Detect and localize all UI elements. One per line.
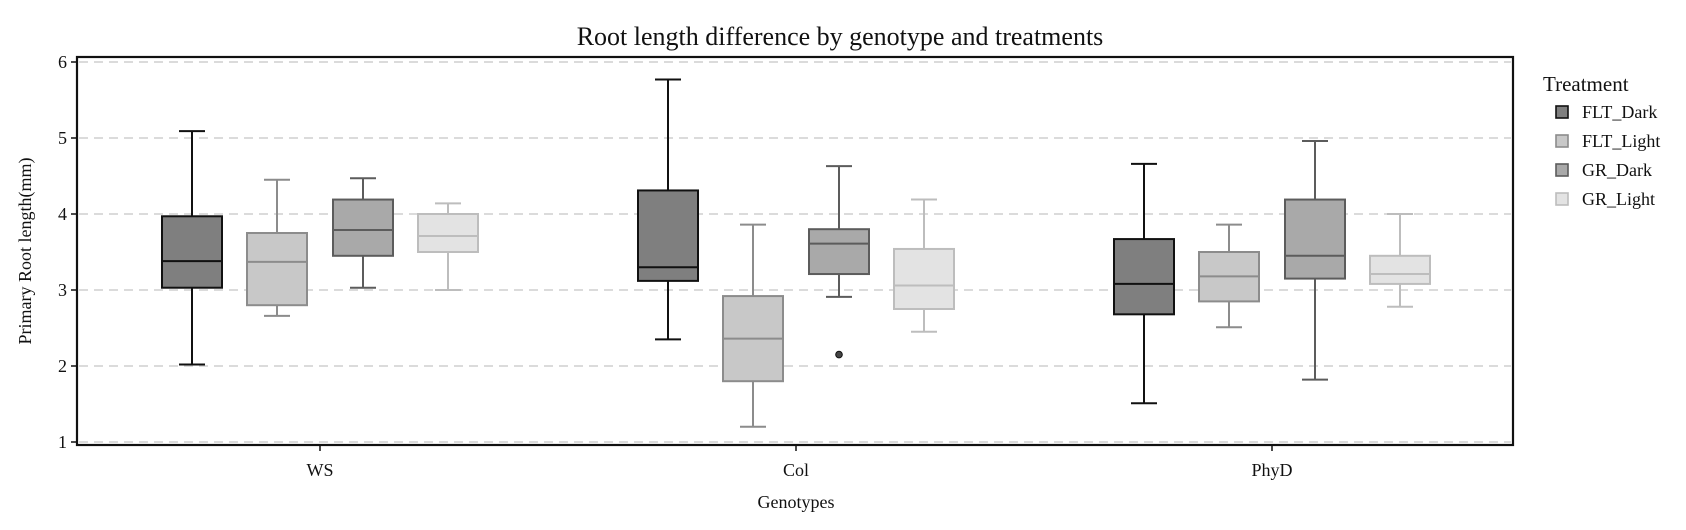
y-tick-label: 1 <box>58 432 67 452</box>
box-iqr <box>893 247 955 311</box>
y-tick-label: 2 <box>58 356 67 376</box>
legend: Treatment FLT_Dark FLT_Light GR_Dark GR_Lig… <box>1543 72 1660 209</box>
legend-title: Treatment <box>1543 72 1629 96</box>
x-axis-label: Genotypes <box>758 492 835 512</box>
y-axis: 1 2 3 4 5 6 <box>58 52 77 452</box>
x-axis: WS Col PhyD <box>307 445 1293 480</box>
box-iqr <box>417 213 479 253</box>
legend-label: GR_Light <box>1582 189 1655 209</box>
box-iqr <box>808 228 870 276</box>
legend-label: FLT_Light <box>1582 131 1660 151</box>
y-tick-label: 6 <box>58 52 67 72</box>
legend-label: GR_Dark <box>1582 160 1652 180</box>
box-FLT_Light-Col <box>722 223 784 428</box>
chart-title: Root length difference by genotype and t… <box>577 22 1104 51</box>
legend-swatch <box>1555 105 1569 119</box>
box-FLT_Light-PhyD <box>1198 223 1260 329</box>
outlier-point <box>835 350 843 359</box>
box-FLT_Light-WS <box>246 178 308 317</box>
box-GR_Light-Col <box>893 198 955 333</box>
box-iqr <box>161 215 223 289</box>
box-GR_Dark-PhyD <box>1284 140 1346 381</box>
box-GR_Dark-WS <box>332 177 394 289</box>
box-iqr <box>332 198 394 257</box>
box-FLT_Dark-PhyD <box>1113 162 1175 405</box>
box-GR_Light-PhyD <box>1369 213 1431 308</box>
legend-swatch <box>1555 163 1569 177</box>
box-iqr <box>1113 238 1175 316</box>
y-tick-label: 3 <box>58 280 67 300</box>
legend-swatch <box>1555 134 1569 148</box>
box-iqr <box>1284 198 1346 280</box>
legend-label: FLT_Dark <box>1582 102 1657 122</box>
box-GR_Dark-Col <box>808 165 870 359</box>
box-GR_Light-WS <box>417 202 479 291</box>
x-tick-label: WS <box>307 460 334 480</box>
x-tick-label: Col <box>783 460 809 480</box>
y-axis-label: Primary Root length(mm) <box>15 158 36 345</box>
box-FLT_Dark-Col <box>637 78 699 341</box>
y-tick-label: 5 <box>58 128 67 148</box>
plot-frame <box>75 55 1515 447</box>
box-iqr <box>637 189 699 282</box>
box-iqr <box>1369 254 1431 285</box>
grid-layer <box>79 61 1511 443</box>
box-iqr <box>246 232 308 307</box>
box-layer <box>161 78 1431 428</box>
legend-swatch <box>1555 192 1569 206</box>
y-tick-label: 4 <box>58 204 67 224</box>
box-FLT_Dark-WS <box>161 130 223 366</box>
x-tick-label: PhyD <box>1251 460 1292 480</box>
